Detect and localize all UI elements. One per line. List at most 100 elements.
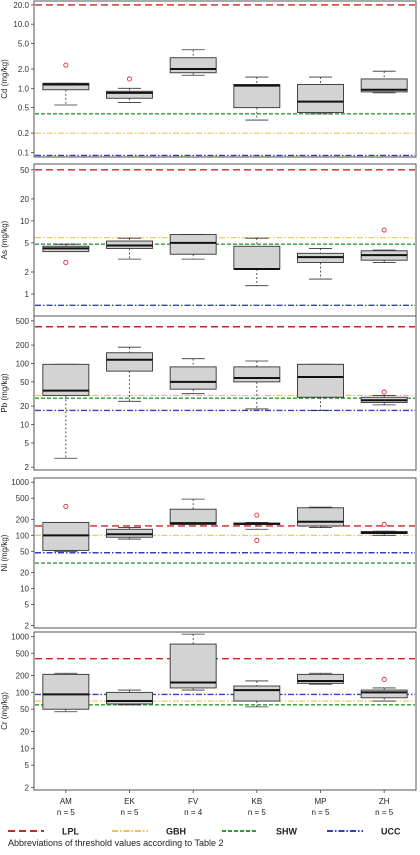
box-fv xyxy=(169,49,217,76)
x-sample-size-label: n = 5 xyxy=(311,808,330,817)
panel-ni: 2 5 10 20 50 100 200 500 1000 Ni (mg/kg) xyxy=(0,477,417,631)
y-tick-label: 50 xyxy=(20,705,29,714)
iqr-box xyxy=(360,78,408,93)
iqr-box xyxy=(233,685,281,702)
iqr-box xyxy=(169,234,217,255)
y-tick-label: 50 xyxy=(20,547,29,556)
iqr-box xyxy=(106,352,153,372)
x-category-label: ZH xyxy=(379,797,390,806)
y-tick-label: 2 xyxy=(25,622,30,631)
x-category-label: EK xyxy=(124,797,135,806)
x-sample-size-label: n = 5 xyxy=(248,808,267,817)
iqr-box xyxy=(297,507,344,527)
x-sample-size-label: n = 5 xyxy=(57,808,76,817)
y-tick-label: 5 xyxy=(25,239,30,248)
y-tick-label: 20 xyxy=(20,568,29,577)
y-tick-label: 20 xyxy=(20,402,29,411)
y-tick-label: 100 xyxy=(16,531,30,540)
outlier-point xyxy=(254,512,260,518)
box-kb xyxy=(233,680,281,708)
y-tick-label: 1.0 xyxy=(18,84,30,93)
box-am xyxy=(42,243,90,266)
y-axis-label: As (mg/kg) xyxy=(0,220,9,259)
y-tick-label: 50 xyxy=(20,378,29,387)
iqr-box xyxy=(169,643,217,689)
iqr-box xyxy=(169,57,217,74)
iqr-box xyxy=(106,691,153,705)
y-tick-label: 5 xyxy=(25,600,30,609)
y-tick-label: 1 xyxy=(25,290,30,299)
outlier-point xyxy=(63,62,69,68)
box-fv xyxy=(169,234,217,260)
box-ek xyxy=(106,76,153,103)
y-tick-label: 200 xyxy=(16,341,30,350)
y-tick-label: 200 xyxy=(16,672,30,681)
iqr-box xyxy=(297,83,344,113)
outlier-point xyxy=(381,227,387,233)
y-axis-label: Cd (mg/kg) xyxy=(0,59,9,99)
box-zh xyxy=(360,389,408,406)
box-fv xyxy=(169,358,217,395)
y-tick-label: 2 xyxy=(25,268,30,277)
y-tick-label: 200 xyxy=(16,515,30,524)
box-kb xyxy=(233,512,281,544)
y-tick-label: 1000 xyxy=(11,632,29,641)
iqr-box xyxy=(42,521,90,551)
box-kb xyxy=(233,76,281,121)
box-zh xyxy=(360,227,408,263)
panel-frame xyxy=(33,163,417,317)
box-ek xyxy=(106,527,153,540)
y-tick-label: 10 xyxy=(20,217,29,226)
outlier-point xyxy=(381,676,387,683)
box-mp xyxy=(297,76,344,115)
y-tick-label: 100 xyxy=(16,359,30,368)
y-tick-label: 0.5 xyxy=(18,104,30,113)
box-ek xyxy=(106,689,153,706)
box-am xyxy=(42,672,90,713)
legend-label-gbh: GBH xyxy=(166,827,186,837)
y-tick-label: 10 xyxy=(20,584,29,593)
y-tick-label: 20.0 xyxy=(13,1,29,10)
box-fv xyxy=(169,498,217,525)
outlier-point xyxy=(381,389,387,395)
panel-frame xyxy=(33,315,417,471)
y-tick-label: 0.1 xyxy=(18,148,30,157)
box-fv xyxy=(169,633,217,691)
legend-label-ucc: UCC xyxy=(381,827,401,837)
y-tick-label: 0.2 xyxy=(18,129,30,138)
box-mp xyxy=(297,248,344,280)
outlier-point xyxy=(63,503,69,509)
panel-cr: 2 5 10 20 50 100 200 500 1000 Cr (mg/kg) xyxy=(0,631,417,792)
y-axis-label: Pb (mg/kg) xyxy=(0,373,9,412)
y-tick-label: 50 xyxy=(20,166,29,175)
box-kb xyxy=(233,360,281,410)
y-axis-label: Cr (mg/kg) xyxy=(0,692,9,730)
legend: LPL GBH SHW UCC Abbreviations of threshold v… xyxy=(8,827,401,848)
iqr-box xyxy=(169,508,217,525)
y-tick-label: 5 xyxy=(25,761,30,770)
x-sample-size-label: n = 5 xyxy=(375,808,394,817)
legend-label-lpl: LPL xyxy=(62,827,80,837)
y-tick-label: 10.0 xyxy=(13,20,29,29)
x-category-label: FV xyxy=(188,797,199,806)
y-tick-label: 500 xyxy=(16,649,30,658)
y-tick-label: 2.0 xyxy=(18,65,30,74)
outlier-point xyxy=(63,259,69,266)
y-tick-label: 10 xyxy=(20,744,29,753)
iqr-box xyxy=(360,689,408,699)
panel-cd: 0.1 0.2 0.5 1.0 2.0 5.0 10.0 20.0 Cd (mg/kg) xyxy=(0,0,417,158)
iqr-box xyxy=(233,245,281,270)
panel-frame xyxy=(33,631,417,791)
x-category-label: AM xyxy=(60,797,72,806)
iqr-box xyxy=(297,363,344,398)
iqr-box xyxy=(233,83,281,109)
panel-pb: 2 5 10 20 50 100 200 500 Pb (mg/kg) xyxy=(0,315,417,472)
y-tick-label: 2 xyxy=(25,463,30,472)
panels-layer: 0.10.20.51.02.05.010.020.0Cd (mg/kg)1251… xyxy=(0,0,417,792)
y-tick-label: 2 xyxy=(25,783,30,792)
x-axis: AM n = 5 EK n = 5 FV n = 4 KB n = 5 MP n = 5 ZH n =… xyxy=(57,790,394,817)
box-mp xyxy=(297,363,344,411)
panel-as: 1 2 5 10 20 50 As (mg/kg) xyxy=(0,163,417,317)
box-mp xyxy=(297,506,344,528)
